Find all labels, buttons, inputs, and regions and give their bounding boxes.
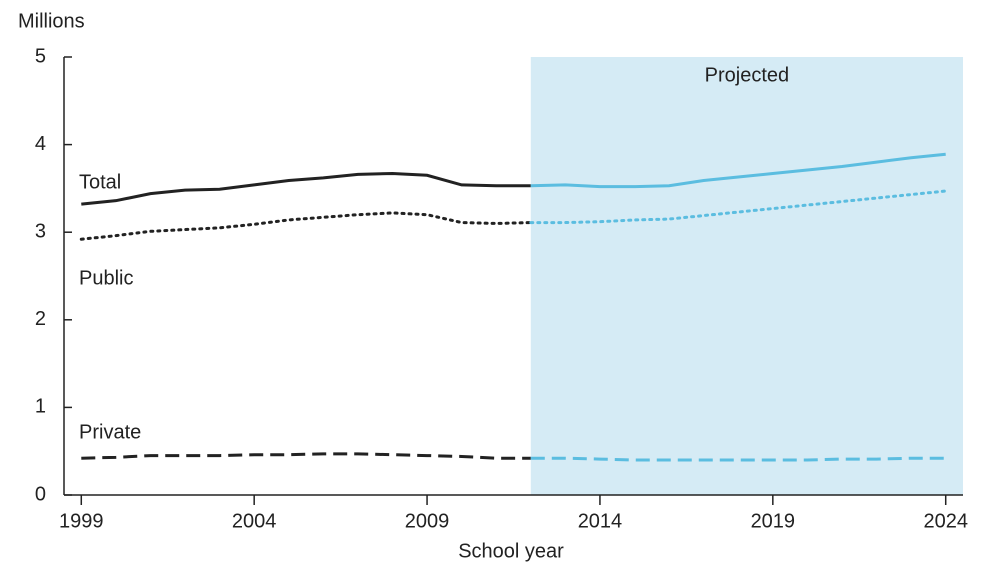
series-line — [529, 189, 948, 225]
y-tick-label: 0 — [35, 483, 46, 505]
projected-label: Projected — [705, 64, 790, 86]
series-line — [79, 211, 533, 241]
series-label: Public — [79, 267, 133, 289]
series-line — [81, 172, 531, 206]
x-tick-label: 2009 — [405, 510, 450, 532]
y-tick-label: 3 — [35, 220, 46, 242]
x-tick-label: 1999 — [59, 510, 104, 532]
series-line — [81, 452, 531, 460]
y-unit-label: Millions — [18, 10, 85, 32]
series-label: Private — [79, 421, 141, 443]
y-tick-label: 5 — [35, 45, 46, 67]
y-tick-label: 2 — [35, 308, 46, 330]
x-axis-label: School year — [458, 540, 564, 562]
series-line — [530, 456, 946, 462]
series-label: Total — [79, 171, 121, 193]
x-tick-label: 2004 — [232, 510, 277, 532]
y-tick-label: 4 — [35, 133, 46, 155]
x-tick-label: 2019 — [751, 510, 796, 532]
x-tick-label: 2014 — [578, 510, 623, 532]
series-line — [530, 152, 946, 189]
y-tick-label: 1 — [35, 396, 46, 418]
projected-region — [530, 57, 963, 495]
x-tick-label: 2024 — [923, 510, 968, 532]
